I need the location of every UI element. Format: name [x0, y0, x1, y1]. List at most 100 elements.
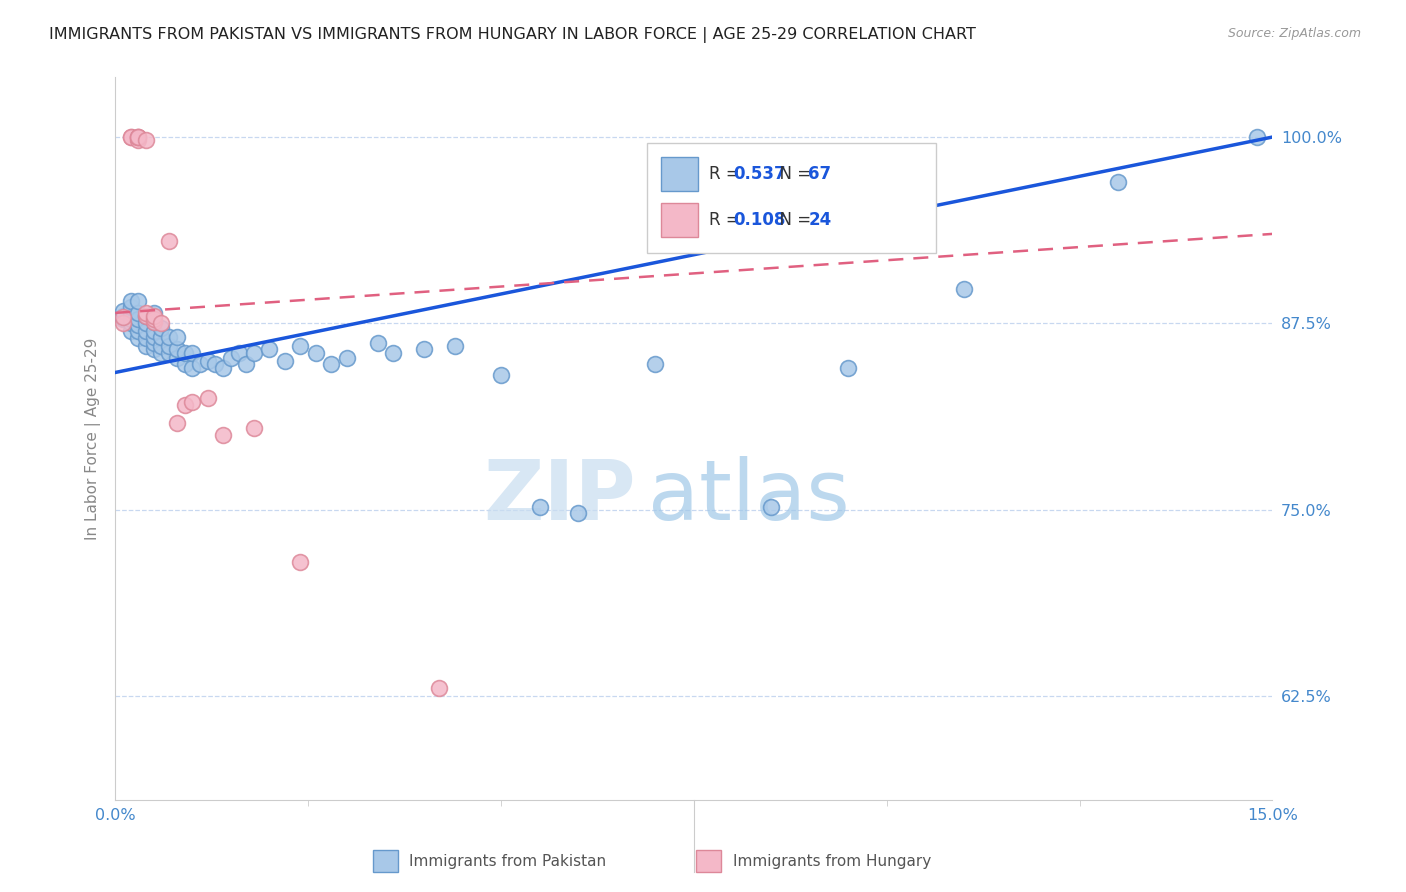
Point: [120, 306, 142, 320]
Y-axis label: In Labor Force | Age 25-29: In Labor Force | Age 25-29: [86, 337, 101, 540]
Point: [135, 316, 157, 330]
Point: [135, 324, 157, 338]
Point: [142, 309, 165, 323]
Point: [381, 346, 404, 360]
Point: [212, 361, 235, 376]
Text: atlas: atlas: [648, 456, 849, 537]
Point: [759, 500, 782, 514]
Text: ZIP: ZIP: [484, 456, 636, 537]
Point: [120, 324, 142, 338]
Point: [290, 555, 312, 569]
Point: [235, 357, 257, 371]
Point: [111, 309, 134, 323]
Point: [135, 339, 157, 353]
Text: 24: 24: [808, 211, 832, 229]
Point: [127, 130, 149, 145]
Point: [644, 357, 666, 371]
Text: R =: R =: [709, 211, 745, 229]
Point: [142, 329, 165, 343]
Point: [150, 329, 173, 343]
Point: [837, 361, 859, 376]
Point: [166, 329, 188, 343]
Text: N =: N =: [769, 211, 815, 229]
Point: [135, 331, 157, 345]
Point: [111, 304, 134, 318]
Point: [142, 306, 165, 320]
Point: [142, 315, 165, 329]
Point: [1107, 175, 1129, 189]
Point: [489, 368, 512, 383]
Point: [142, 342, 165, 356]
Point: [321, 357, 343, 371]
Point: [1246, 130, 1268, 145]
Point: [157, 235, 180, 249]
Point: [427, 681, 450, 696]
Point: [529, 500, 551, 514]
Text: 0.108: 0.108: [734, 211, 786, 229]
Point: [111, 316, 134, 330]
Point: [150, 346, 173, 360]
Text: Immigrants from Pakistan: Immigrants from Pakistan: [409, 854, 606, 869]
Point: [157, 329, 180, 343]
Point: [127, 293, 149, 308]
Point: [366, 335, 388, 350]
Point: [204, 357, 226, 371]
Text: Source: ZipAtlas.com: Source: ZipAtlas.com: [1227, 27, 1361, 40]
Text: R =: R =: [709, 164, 745, 183]
Point: [166, 342, 188, 356]
Point: [243, 420, 266, 434]
Point: [181, 361, 204, 376]
Point: [135, 306, 157, 320]
Point: [166, 351, 188, 365]
Point: [228, 346, 250, 360]
Text: Immigrants from Hungary: Immigrants from Hungary: [733, 854, 931, 869]
Point: [111, 311, 134, 326]
Point: [953, 282, 976, 296]
Point: [135, 133, 157, 147]
Point: [412, 342, 434, 356]
Point: [142, 311, 165, 326]
Point: [127, 130, 149, 145]
Point: [150, 316, 173, 330]
Point: [274, 353, 297, 368]
Point: [127, 306, 149, 320]
Point: [150, 320, 173, 334]
Point: [142, 315, 165, 329]
Point: [173, 346, 195, 360]
Point: [567, 506, 589, 520]
Point: [127, 324, 149, 338]
Point: [166, 416, 188, 430]
Point: [243, 346, 266, 360]
Text: 67: 67: [808, 164, 831, 183]
Point: [142, 324, 165, 338]
Point: [157, 346, 180, 360]
Point: [120, 293, 142, 308]
Point: [259, 342, 281, 356]
Point: [127, 318, 149, 332]
Point: [181, 346, 204, 360]
Point: [197, 353, 219, 368]
Point: [142, 335, 165, 350]
Point: [120, 300, 142, 314]
Point: [173, 357, 195, 371]
Text: N =: N =: [769, 164, 815, 183]
Point: [120, 130, 142, 145]
Point: [157, 339, 180, 353]
Point: [443, 339, 465, 353]
Point: [127, 311, 149, 326]
Point: [120, 130, 142, 145]
Point: [127, 331, 149, 345]
Point: [150, 339, 173, 353]
Point: [127, 133, 149, 147]
Point: [197, 391, 219, 405]
Text: 0.537: 0.537: [734, 164, 786, 183]
Point: [290, 339, 312, 353]
Point: [188, 357, 211, 371]
Point: [111, 310, 134, 325]
Point: [120, 316, 142, 330]
Point: [135, 309, 157, 323]
Text: IMMIGRANTS FROM PAKISTAN VS IMMIGRANTS FROM HUNGARY IN LABOR FORCE | AGE 25-29 C: IMMIGRANTS FROM PAKISTAN VS IMMIGRANTS F…: [49, 27, 976, 43]
Point: [120, 311, 142, 326]
Point: [127, 130, 149, 145]
Point: [305, 346, 328, 360]
